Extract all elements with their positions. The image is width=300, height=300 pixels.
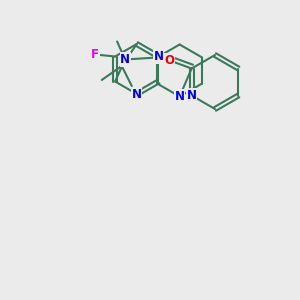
Text: N: N [153,50,164,63]
Text: F: F [91,48,99,61]
Text: N: N [187,89,196,102]
Text: N: N [175,90,184,103]
Text: O: O [165,54,175,67]
Text: N: N [132,88,142,100]
Text: N: N [120,53,130,66]
